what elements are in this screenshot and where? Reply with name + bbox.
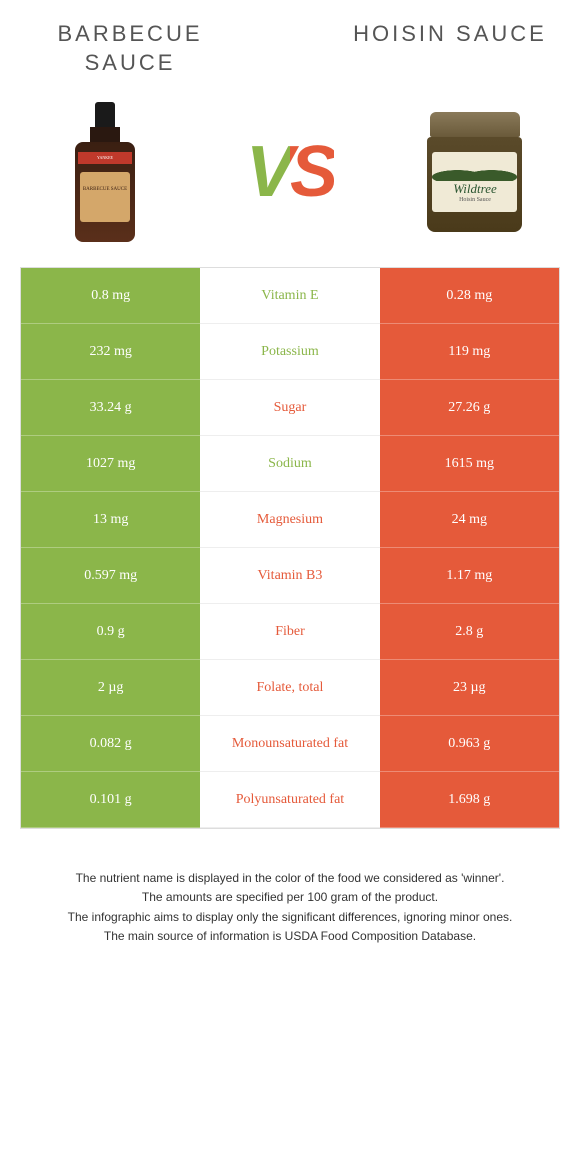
footer-notes: The nutrient name is displayed in the co…: [0, 829, 580, 976]
header: Barbecue sauce Hoisin sauce: [0, 0, 580, 87]
right-title: Hoisin sauce: [350, 20, 550, 77]
nutrient-name: Sodium: [200, 436, 379, 492]
table-row: 0.8 mgVitamin E0.28 mg: [21, 268, 559, 324]
table-row: 0.9 gFiber2.8 g: [21, 604, 559, 660]
left-value: 0.082 g: [21, 716, 200, 772]
right-value: 23 µg: [380, 660, 559, 716]
left-value: 1027 mg: [21, 436, 200, 492]
right-value: 24 mg: [380, 492, 559, 548]
right-value: 2.8 g: [380, 604, 559, 660]
nutrient-name: Fiber: [200, 604, 379, 660]
table-row: 0.082 gMonounsaturated fat0.963 g: [21, 716, 559, 772]
left-value: 2 µg: [21, 660, 200, 716]
left-title: Barbecue sauce: [30, 20, 230, 77]
right-value: 119 mg: [380, 324, 559, 380]
vs-text: VS: [246, 131, 334, 213]
nutrient-name: Magnesium: [200, 492, 379, 548]
footer-line: The nutrient name is displayed in the co…: [30, 869, 550, 888]
nutrient-name: Sugar: [200, 380, 379, 436]
right-value: 27.26 g: [380, 380, 559, 436]
nutrient-name: Vitamin E: [200, 268, 379, 324]
left-value: 33.24 g: [21, 380, 200, 436]
left-value: 0.101 g: [21, 772, 200, 828]
right-value: 1.698 g: [380, 772, 559, 828]
table-row: 0.101 gPolyunsaturated fat1.698 g: [21, 772, 559, 828]
table-row: 13 mgMagnesium24 mg: [21, 492, 559, 548]
table-row: 1027 mgSodium1615 mg: [21, 436, 559, 492]
nutrient-table: 0.8 mgVitamin E0.28 mg232 mgPotassium119…: [20, 267, 560, 829]
table-row: 33.24 gSugar27.26 g: [21, 380, 559, 436]
table-row: 0.597 mgVitamin B31.17 mg: [21, 548, 559, 604]
nutrient-name: Polyunsaturated fat: [200, 772, 379, 828]
footer-line: The infographic aims to display only the…: [30, 908, 550, 927]
footer-line: The amounts are specified per 100 gram o…: [30, 888, 550, 907]
nutrient-name: Folate, total: [200, 660, 379, 716]
right-value: 0.963 g: [380, 716, 559, 772]
left-value: 0.9 g: [21, 604, 200, 660]
left-value: 13 mg: [21, 492, 200, 548]
nutrient-name: Monounsaturated fat: [200, 716, 379, 772]
nutrient-name: Potassium: [200, 324, 379, 380]
vs-row: YANKEE BARBECUE SAUCE VS Wildtree Hoisin…: [0, 87, 580, 267]
right-value: 1615 mg: [380, 436, 559, 492]
left-value: 0.597 mg: [21, 548, 200, 604]
right-value: 1.17 mg: [380, 548, 559, 604]
table-row: 232 mgPotassium119 mg: [21, 324, 559, 380]
hoisin-jar-icon: Wildtree Hoisin Sauce: [425, 112, 525, 232]
left-value: 0.8 mg: [21, 268, 200, 324]
footer-line: The main source of information is USDA F…: [30, 927, 550, 946]
nutrient-name: Vitamin B3: [200, 548, 379, 604]
left-value: 232 mg: [21, 324, 200, 380]
right-product-image: Wildtree Hoisin Sauce: [410, 97, 540, 247]
table-row: 2 µgFolate, total23 µg: [21, 660, 559, 716]
bbq-bottle-icon: YANKEE BARBECUE SAUCE: [75, 102, 135, 242]
left-product-image: YANKEE BARBECUE SAUCE: [40, 97, 170, 247]
right-value: 0.28 mg: [380, 268, 559, 324]
